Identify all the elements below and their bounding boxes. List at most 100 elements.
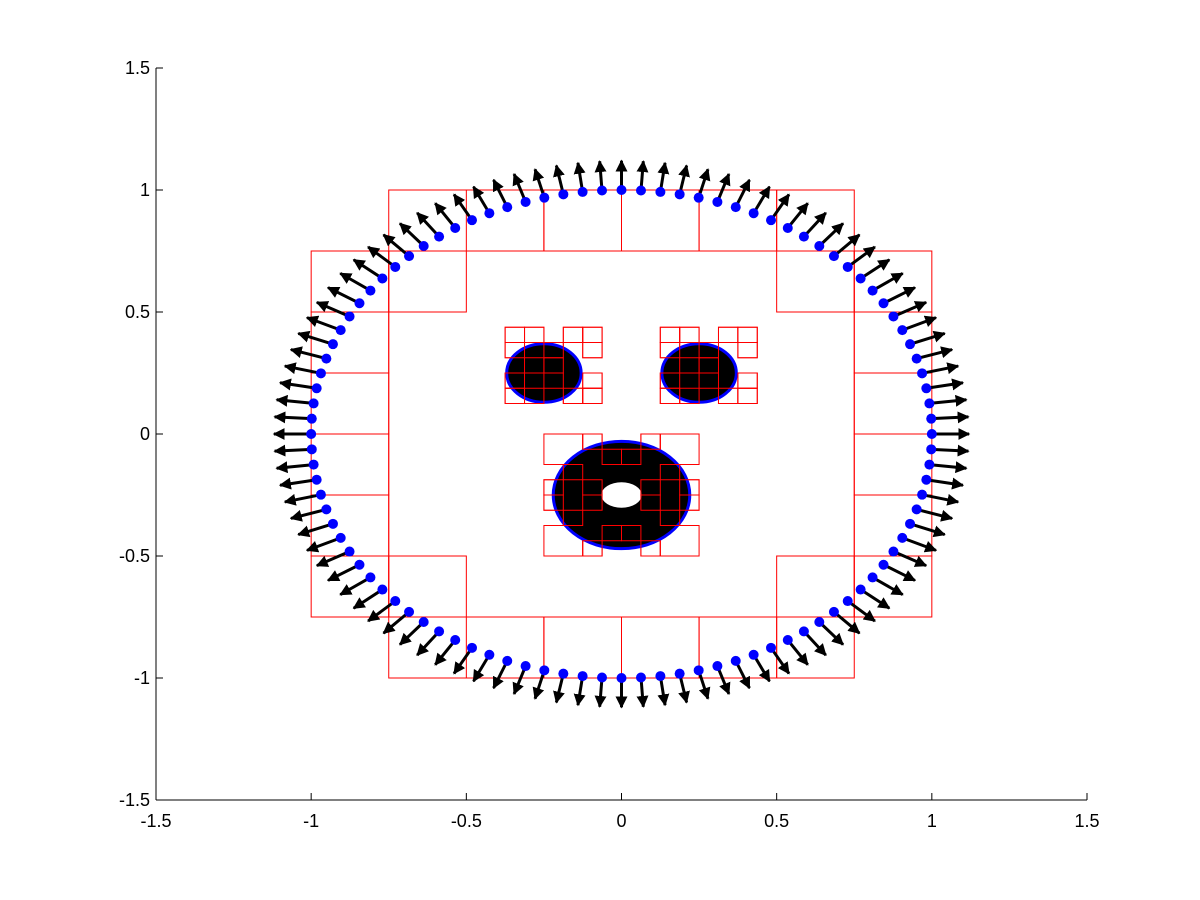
normal-arrow: [769, 193, 791, 222]
normal-arrow: [769, 646, 791, 675]
normal-arrow: [882, 563, 917, 582]
normal-arrow: [818, 620, 845, 646]
boundary-point: [926, 429, 937, 439]
normal-arrow: [352, 588, 384, 610]
normal-arrow: [859, 258, 891, 280]
normal-arrow: [315, 550, 351, 568]
normal-arrow: [367, 245, 397, 269]
normal-arrow: [802, 211, 827, 238]
quadtree-cell: [388, 250, 855, 618]
normal-arrow: [921, 493, 960, 506]
quadtree-fine-cell-overlay: [698, 372, 719, 389]
boundary-points: [306, 185, 937, 683]
boundary-point: [377, 273, 388, 284]
normal-arrow: [416, 630, 441, 657]
normal-arrow: [339, 272, 372, 292]
boundary-point: [798, 231, 809, 242]
normal-arrow: [892, 300, 928, 318]
boundary-point: [484, 649, 495, 660]
quadtree-fine-cell-overlay: [679, 326, 700, 343]
normal-arrow: [273, 444, 312, 457]
boundary-point: [539, 192, 550, 203]
normal-arrow: [305, 536, 342, 553]
boundary-point: [878, 559, 889, 570]
normal-arrow: [352, 258, 384, 280]
normal-arrow: [909, 330, 946, 346]
y-tick-label: 1: [140, 180, 150, 200]
boundary-point: [814, 617, 825, 628]
boundary-point: [344, 546, 355, 557]
boundary-point: [484, 208, 495, 219]
boundary-point: [597, 185, 608, 196]
quadtree-fine-cell-overlay: [543, 342, 564, 359]
normal-arrow: [416, 211, 441, 238]
quadtree-fine-cell-overlay: [679, 387, 700, 404]
boundary-point: [365, 572, 376, 583]
boundary-point: [924, 398, 935, 409]
quadtree-fine-cell-overlay: [582, 342, 603, 359]
quadtree-fine-cell-overlay: [543, 372, 564, 389]
normal-arrow: [929, 394, 968, 407]
boundary-point: [344, 311, 355, 322]
boundary-point: [327, 518, 338, 529]
normal-arrow: [275, 461, 314, 474]
boundary-point: [748, 649, 759, 660]
normal-arrow: [297, 330, 334, 346]
normal-arrow: [752, 185, 771, 214]
normal-arrow: [931, 444, 970, 457]
quadtree-fine-cell-overlay: [524, 387, 545, 404]
boundary-point: [377, 584, 388, 595]
quadtree-fine-cell-overlay: [679, 494, 700, 511]
normal-arrow: [786, 202, 809, 229]
normal-arrow: [871, 576, 904, 596]
normal-arrow: [734, 660, 751, 690]
boundary-point: [855, 273, 866, 284]
normal-arrow: [716, 665, 731, 696]
boundary-point: [390, 596, 401, 607]
boundary-point: [354, 559, 365, 570]
boundary-point: [616, 185, 627, 195]
boundary-point: [814, 240, 825, 251]
normal-arrow: [846, 245, 876, 269]
boundary-point: [674, 668, 685, 679]
boundary-point: [520, 661, 531, 672]
boundary-point: [730, 202, 741, 213]
x-tick-label: 1: [927, 811, 937, 831]
normal-arrow: [452, 646, 474, 675]
boundary-point: [306, 444, 317, 455]
boundary-point: [693, 192, 704, 203]
quadtree-fine-cell-overlay: [582, 433, 603, 450]
normal-arrow: [832, 233, 861, 258]
boundary-point: [315, 489, 326, 500]
normal-arrow: [278, 477, 317, 490]
boundary-point: [897, 532, 908, 543]
normal-arrow: [926, 378, 965, 391]
boundary-point: [635, 185, 646, 196]
normal-arrow: [289, 507, 327, 522]
boundary-point: [466, 642, 477, 653]
boundary-point: [306, 413, 317, 424]
y-tick-label: -1.5: [119, 790, 150, 810]
boundary-point: [766, 642, 777, 653]
normal-arrow: [339, 576, 372, 596]
normal-arrow: [926, 477, 965, 490]
normal-arrow: [398, 222, 425, 248]
boundary-point: [577, 671, 588, 682]
boundary-point: [308, 398, 319, 409]
boundary-point: [917, 368, 928, 379]
boundary-point: [842, 261, 853, 272]
boundary-point: [306, 429, 317, 439]
normal-arrow: [326, 563, 361, 582]
boundary-point: [926, 444, 937, 455]
normal-arrow: [492, 178, 509, 208]
boundary-point: [502, 655, 513, 666]
normal-arrow: [326, 286, 361, 305]
boundary-point: [855, 584, 866, 595]
normal-arrow: [818, 222, 845, 248]
boundary-point: [905, 339, 916, 350]
boundary-point: [311, 383, 322, 394]
boundary-point: [655, 671, 666, 682]
boundary-point: [782, 635, 793, 646]
normal-arrow: [398, 620, 425, 646]
normal-arrow: [846, 599, 876, 623]
